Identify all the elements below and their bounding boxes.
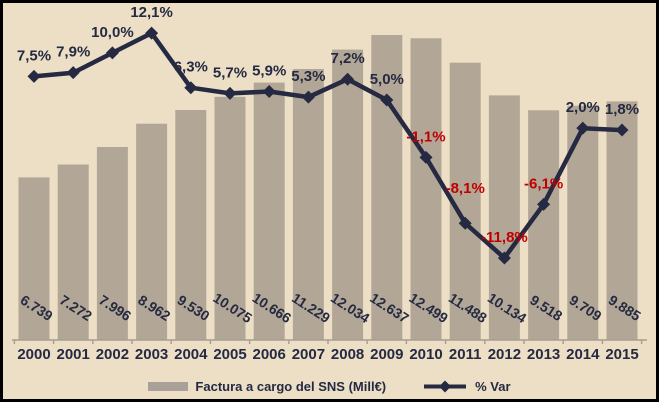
pct-label-2009: 5,0%: [370, 71, 404, 88]
year-label-2010: 2010: [409, 346, 442, 363]
line-swatch-diamond-icon: [439, 380, 452, 393]
pct-label-2014: 2,0%: [566, 99, 600, 116]
legend-item-line: % Var: [422, 379, 511, 394]
marker-diamond-icon-2007: [301, 90, 315, 104]
year-label-2007: 2007: [292, 346, 325, 363]
marker-diamond-icon-2005: [223, 86, 237, 100]
marker-diamond-icon-2006: [262, 84, 276, 98]
bar-2011: [449, 62, 481, 340]
pct-label-2002: 10,0%: [91, 24, 134, 41]
year-label-2012: 2012: [488, 346, 521, 363]
year-label-2004: 2004: [174, 346, 208, 363]
bar-2009: [371, 35, 403, 340]
year-label-2006: 2006: [253, 346, 286, 363]
year-label-2013: 2013: [527, 346, 560, 363]
marker-diamond-icon-2012: [497, 251, 511, 265]
year-label-2003: 2003: [135, 346, 168, 363]
year-label-2011: 2011: [449, 346, 482, 363]
bar-2013: [528, 110, 560, 340]
bar-2010: [410, 38, 442, 341]
marker-diamond-icon-2008: [341, 72, 355, 86]
year-label-2009: 2009: [370, 346, 403, 363]
bar-2004: [175, 110, 207, 340]
pct-label-2004: 6,3%: [174, 59, 208, 76]
bar-2005: [214, 96, 246, 340]
pct-label-2013: -6,1%: [524, 175, 563, 192]
marker-diamond-icon-2010: [419, 150, 433, 164]
year-label-2002: 2002: [96, 346, 129, 363]
marker-diamond-icon-2015: [615, 123, 629, 137]
marker-diamond-icon-2003: [145, 26, 159, 40]
pct-label-2015: 1,8%: [605, 101, 639, 118]
pct-label-2012: -11,8%: [481, 229, 528, 246]
bar-2000: [18, 177, 50, 340]
marker-diamond-icon-2013: [537, 197, 551, 211]
bar-2001: [57, 164, 89, 340]
bar-2015: [606, 101, 638, 341]
year-label-2014: 2014: [566, 346, 600, 363]
year-label-2000: 2000: [17, 346, 50, 363]
pct-label-2007: 5,3%: [291, 68, 325, 85]
pct-var-line: [31, 30, 625, 261]
bar-2012: [488, 95, 520, 341]
legend-label-bars: Factura a cargo del SNS (Mill€): [195, 379, 387, 394]
legend: Factura a cargo del SNS (Mill€) % Var: [3, 379, 656, 394]
pct-label-2011: -8,1%: [446, 180, 485, 197]
marker-diamond-icon-2014: [576, 121, 590, 135]
bar-2003: [136, 123, 168, 340]
pct-label-2000: 7,5%: [17, 47, 51, 64]
pct-label-2005: 5,7%: [213, 64, 247, 81]
pct-label-2008: 7,2%: [330, 50, 364, 67]
legend-label-line: % Var: [475, 379, 511, 394]
pct-label-2001: 7,9%: [56, 44, 90, 61]
year-label-2001: 2001: [57, 346, 90, 363]
bar-2002: [96, 147, 128, 340]
marker-diamond-icon-2001: [66, 66, 80, 80]
marker-diamond-icon-2000: [27, 69, 41, 83]
marker-diamond-icon-2009: [380, 93, 394, 107]
pct-label-2010: -1,1%: [406, 128, 445, 145]
pct-label-2006: 5,9%: [252, 63, 286, 80]
year-label-2008: 2008: [331, 346, 364, 363]
legend-item-bars: Factura a cargo del SNS (Mill€): [148, 379, 386, 394]
bar-2008: [332, 49, 364, 340]
chart-canvas: 6.739 7.272 7.996 8.962 9.53010.07510.66611.…: [12, 4, 647, 363]
bar-series-swatch: [148, 382, 189, 391]
year-label-2015: 2015: [605, 346, 638, 363]
pct-label-2003: 12,1%: [130, 4, 173, 21]
marker-diamond-icon-2002: [105, 46, 119, 60]
marker-diamond-icon-2011: [458, 216, 472, 230]
year-label-2005: 2005: [213, 346, 246, 363]
bar-2006: [253, 82, 285, 340]
marker-diamond-icon-2004: [184, 81, 198, 95]
bar-2007: [292, 69, 324, 340]
line-series-swatch: [424, 380, 467, 393]
